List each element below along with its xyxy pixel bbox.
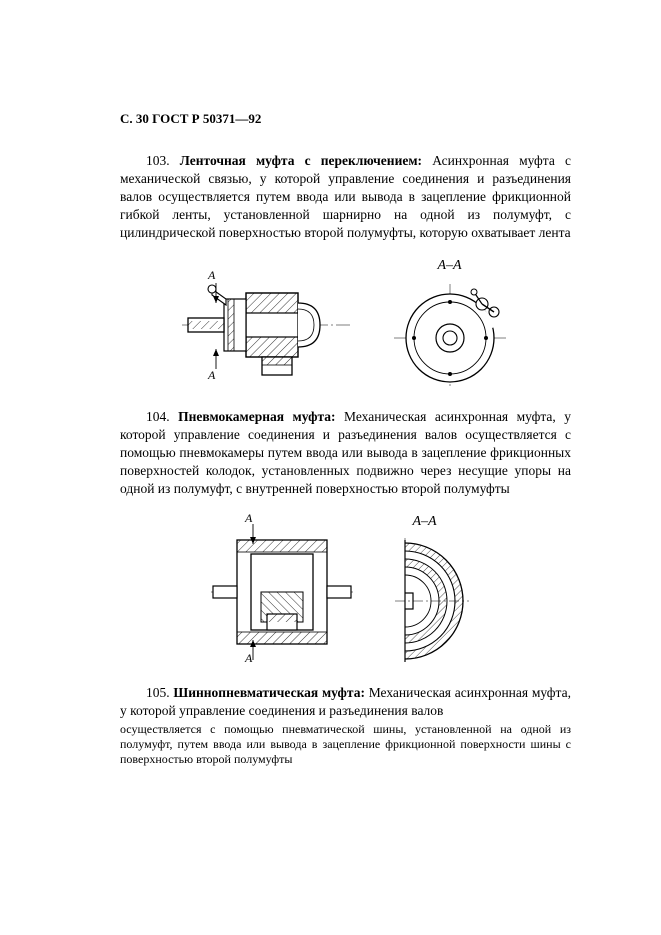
- entry-105-num: 105.: [146, 685, 170, 700]
- page-header: С. 30 ГОСТ Р 50371—92: [120, 110, 571, 128]
- figure-104-assembly: А А: [207, 514, 357, 664]
- entry-104: 104. Пневмокамерная муфта: Механическая …: [120, 408, 571, 499]
- fig104-label-a-bot: А: [244, 651, 253, 664]
- fig103-label-a-top: А: [207, 268, 216, 282]
- fig103-label-a-bot: А: [207, 368, 216, 382]
- entry-104-title: Пневмокамерная муфта:: [178, 409, 335, 424]
- fig103-section-label: А–А: [390, 257, 510, 276]
- entry-103: 103. Ленточная муфта с переключением: Ас…: [120, 152, 571, 243]
- entry-105-title: Шиннопневматическая муфта:: [173, 685, 365, 700]
- fig104-section-label: А–А: [413, 513, 485, 532]
- figure-104-section: А–А: [395, 513, 485, 666]
- fig104-label-a-top: А: [244, 514, 253, 525]
- entry-104-num: 104.: [146, 409, 170, 424]
- entry-103-title: Ленточная муфта с переключением:: [180, 153, 422, 168]
- figure-103-section: А–А: [390, 257, 510, 390]
- entry-103-num: 103.: [146, 153, 170, 168]
- figure-103: А А А–А: [120, 257, 571, 390]
- figure-104: А А А–А: [120, 513, 571, 666]
- figure-103-assembly: А А: [182, 263, 352, 383]
- entry-105-fine: осуществляется с помощью пневматической …: [120, 722, 571, 767]
- entry-105: 105. Шиннопневматическая муфта: Механиче…: [120, 684, 571, 720]
